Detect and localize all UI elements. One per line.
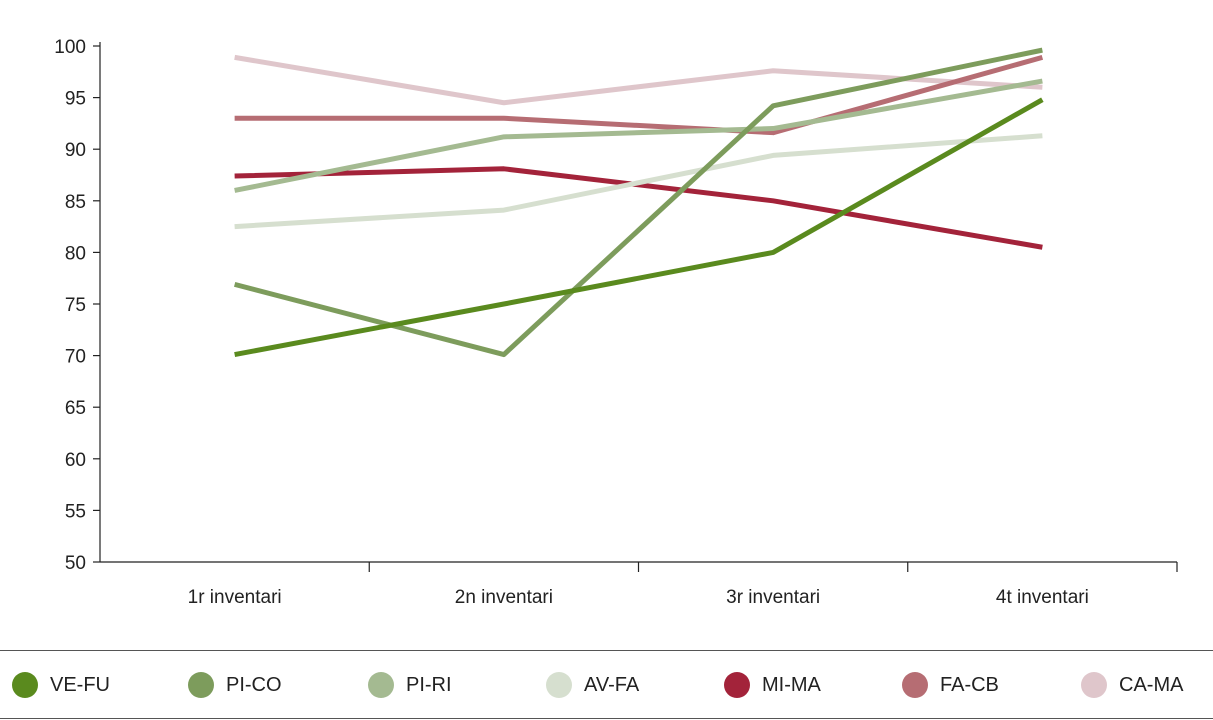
legend-item-ve-fu: VE-FU [12, 672, 110, 698]
legend-swatch [12, 672, 38, 698]
legend-label: PI-RI [406, 673, 452, 696]
legend-swatch [188, 672, 214, 698]
legend-label: MI-MA [762, 673, 821, 696]
y-tick-label: 90 [65, 140, 86, 161]
y-tick-label: 100 [54, 37, 86, 58]
y-tick-label: 85 [65, 192, 86, 213]
legend-item-av-fa: AV-FA [546, 672, 639, 698]
legend-swatch [546, 672, 572, 698]
series-line-av-fa [234, 133, 1043, 230]
series-line-pi-co [233, 47, 1043, 358]
x-tick-label: 1r inventari [188, 587, 282, 608]
legend-swatch [1081, 672, 1107, 698]
y-tick-label: 55 [65, 501, 86, 522]
legend-label: CA-MA [1119, 673, 1184, 696]
y-tick-label: 70 [65, 347, 86, 368]
y-tick-label: 95 [65, 89, 86, 110]
legend-label: AV-FA [584, 673, 640, 696]
series-line-ve-fu [234, 97, 1044, 358]
axes: 50 55 60 65 70 75 80 85 90 95 100 1r inventari 2n in… [54, 37, 1178, 608]
y-tick-label: 50 [65, 553, 86, 574]
legend-item-mi-ma: MI-MA [724, 672, 821, 698]
line-chart: 50 55 60 65 70 75 80 85 90 95 100 1r inventari 2n in… [54, 37, 1178, 608]
x-tick-label: 3r inventari [726, 587, 820, 608]
y-tick-label: 60 [65, 450, 86, 471]
legend-bottom-divider [0, 718, 1213, 719]
legend-item-ca-ma: CA-MA [1081, 672, 1183, 698]
series-line-fa-cb [234, 54, 1044, 136]
legend-label: VE-FU [50, 673, 110, 696]
legend-swatch [724, 672, 750, 698]
legend-swatch [368, 672, 394, 698]
legend-label: PI-CO [226, 673, 282, 696]
y-tick-label: 80 [65, 243, 86, 264]
x-tick-label: 4t inventari [996, 587, 1089, 608]
series-line-pi-ri [234, 78, 1043, 193]
legend-label: FA-CB [940, 673, 999, 696]
series-line-ca-ma [234, 54, 1043, 106]
legend-item-pi-co: PI-CO [188, 672, 282, 698]
legend: VE-FU PI-CO PI-RI AV-FA MI-MA FA-CB CA-MA [0, 650, 1213, 720]
legend-swatch [902, 672, 928, 698]
series-lines [233, 47, 1044, 358]
legend-item-fa-cb: FA-CB [902, 672, 999, 698]
y-tick-label: 75 [65, 295, 86, 316]
y-tick-label: 65 [65, 398, 86, 419]
legend-item-pi-ri: PI-RI [368, 672, 452, 698]
x-tick-label: 2n inventari [455, 587, 553, 608]
legend-top-divider [0, 650, 1213, 651]
